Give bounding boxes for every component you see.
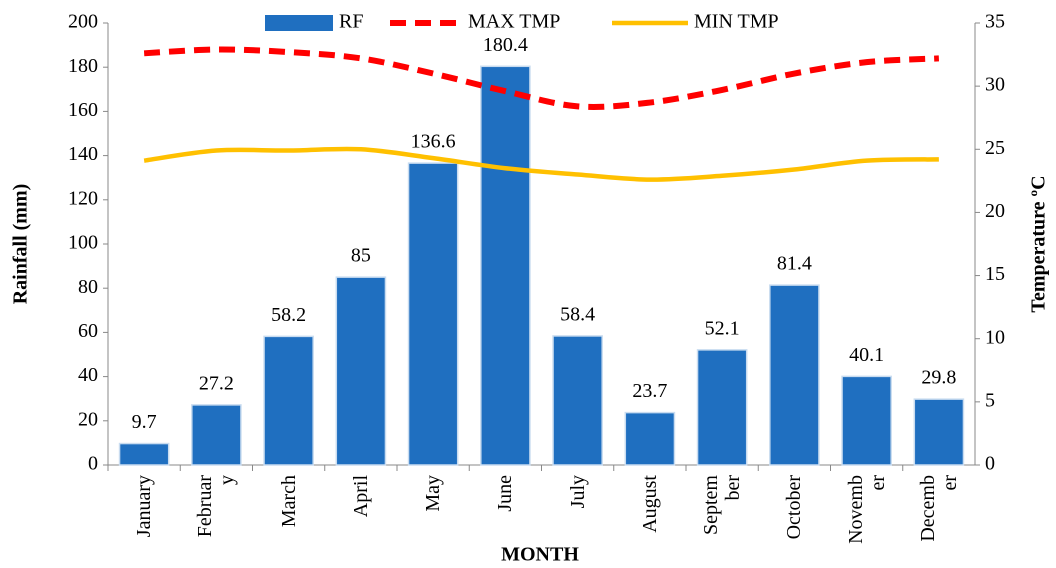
- bar: [407, 162, 459, 466]
- y-tick-label: 20: [78, 408, 98, 430]
- line: [143, 46, 940, 110]
- legend-swatch: [265, 15, 333, 31]
- y-tick-label: 100: [68, 232, 98, 254]
- x-tick-label: Februar y: [194, 475, 239, 538]
- legend-label: RF: [339, 11, 363, 33]
- y2-tick-label: 5: [985, 389, 995, 411]
- legend-label: MAX TMP: [468, 11, 560, 33]
- x-tick-label: March: [277, 475, 300, 528]
- y-tick-label: 120: [68, 187, 98, 209]
- bar: [841, 375, 892, 466]
- bar: [480, 65, 531, 466]
- x-tick-label: July: [566, 475, 589, 509]
- bar: [263, 335, 314, 466]
- y2-tick-label: 0: [985, 453, 995, 475]
- x-tick-label: Novemb er: [844, 475, 889, 544]
- x-axis-title: MONTH: [501, 544, 579, 566]
- x-tick-label: January: [133, 475, 156, 538]
- x-tick-label: October: [783, 475, 806, 540]
- y2-tick-label: 20: [985, 200, 1005, 222]
- bar: [769, 284, 820, 466]
- data-label: 136.6: [411, 131, 456, 153]
- bar: [913, 398, 965, 466]
- y-axis-title: Rainfall (mm): [10, 184, 32, 305]
- bar: [335, 276, 387, 466]
- data-label: 40.1: [849, 344, 884, 366]
- y-tick-label: 140: [68, 143, 98, 165]
- data-label: 29.8: [921, 367, 956, 389]
- y2-tick-label: 10: [985, 326, 1005, 348]
- bar: [696, 349, 748, 466]
- x-tick-label: Septem ber: [700, 475, 745, 535]
- data-label: 27.2: [199, 372, 234, 394]
- x-tick-label: May: [422, 475, 445, 512]
- y-tick-label: 0: [88, 453, 98, 475]
- y2-tick-label: 15: [985, 263, 1005, 285]
- data-label: 9.7: [132, 411, 157, 433]
- x-tick-label: April: [349, 475, 372, 518]
- y2-tick-label: 30: [985, 74, 1005, 96]
- bar: [118, 442, 170, 466]
- y-tick-label: 60: [78, 320, 98, 342]
- y2-tick-label: 35: [985, 11, 1005, 33]
- bar: [552, 335, 603, 466]
- data-label: 23.7: [632, 380, 667, 402]
- y-tick-label: 40: [78, 364, 98, 386]
- y2-tick-label: 25: [985, 137, 1005, 159]
- data-label: 58.2: [271, 304, 306, 326]
- y-tick-label: 180: [68, 55, 98, 77]
- x-tick-label: June: [494, 475, 517, 512]
- data-label: 52.1: [705, 317, 740, 339]
- data-label: 180.4: [483, 34, 528, 56]
- bar: [624, 411, 676, 466]
- x-tick-label: August: [638, 475, 661, 533]
- bar: [191, 404, 242, 466]
- legend-label: MIN TMP: [694, 11, 779, 33]
- x-tick-label: Decemb er: [916, 475, 961, 542]
- data-label: 85: [351, 245, 371, 267]
- y-tick-label: 160: [68, 99, 98, 121]
- y-tick-label: 80: [78, 276, 98, 298]
- line: [143, 146, 939, 182]
- y2-axis-title: Temperature ºC: [1028, 175, 1050, 312]
- data-label: 81.4: [777, 253, 812, 275]
- data-label: 58.4: [560, 304, 595, 326]
- y-tick-label: 200: [68, 11, 98, 33]
